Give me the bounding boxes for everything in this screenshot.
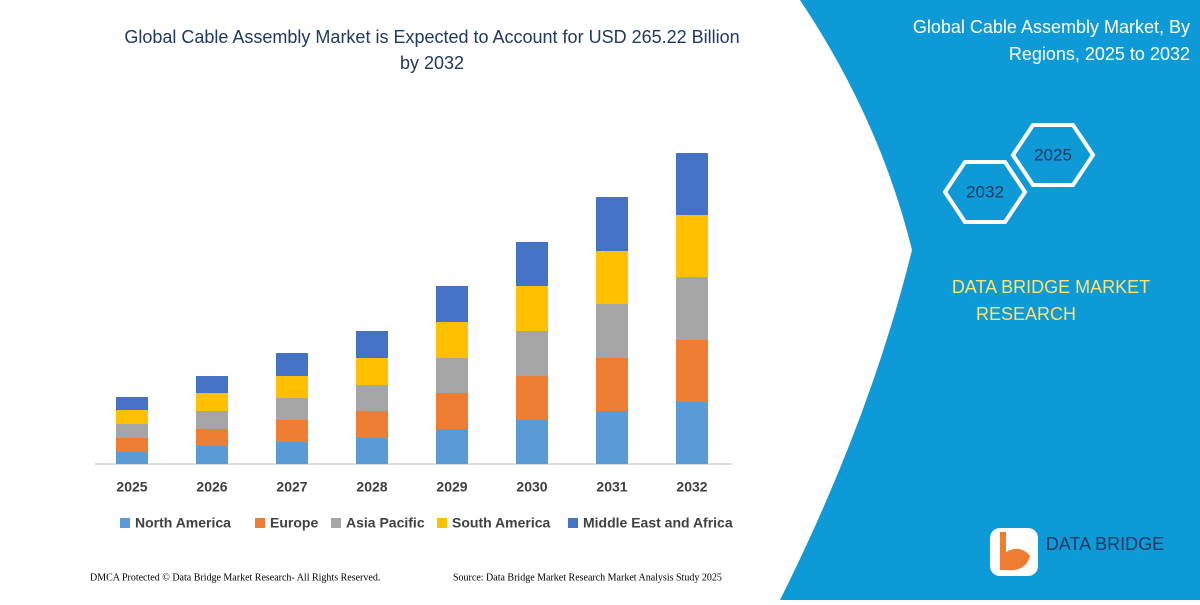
bar-segment <box>596 197 628 251</box>
bar-segment <box>516 286 548 331</box>
bar-segment <box>276 398 308 420</box>
legend-swatch <box>255 518 265 528</box>
bar-segment <box>676 215 708 277</box>
legend-label: Middle East and Africa <box>583 515 733 531</box>
panel-title: Global Cable Assembly Market, By <box>913 17 1190 37</box>
bar-segment <box>196 446 228 464</box>
bar-segment <box>276 353 308 376</box>
bar-segment <box>516 420 548 464</box>
bar-segment <box>116 452 148 464</box>
footer-note: DMCA Protected © Data Bridge Market Rese… <box>90 572 380 583</box>
x-tick-label: 2031 <box>596 479 627 495</box>
brand-text: RESEARCH <box>976 304 1076 324</box>
bar-segment <box>676 402 708 464</box>
bar-segment <box>516 242 548 286</box>
bar-segment <box>516 331 548 376</box>
bar-segment <box>596 411 628 464</box>
chart-title: Global Cable Assembly Market is Expected… <box>124 27 739 47</box>
x-tick-label: 2029 <box>436 479 467 495</box>
bar-segment <box>196 429 228 446</box>
x-tick-label: 2028 <box>356 479 387 495</box>
bar-segment <box>436 286 468 322</box>
bar-segment <box>356 385 388 411</box>
bar-segment <box>116 397 148 410</box>
legend-label: Asia Pacific <box>346 515 425 531</box>
bar-segment <box>596 251 628 304</box>
x-tick-label: 2032 <box>676 479 707 495</box>
chart-title: by 2032 <box>400 53 464 73</box>
bar-segment <box>276 420 308 442</box>
bar-segment <box>676 277 708 340</box>
legend-swatch <box>120 518 130 528</box>
legend-label: Europe <box>270 515 318 531</box>
bar-segment <box>276 442 308 464</box>
bar-segment <box>436 358 468 393</box>
bar-segment <box>276 376 308 398</box>
x-tick-label: 2026 <box>196 479 227 495</box>
logo-mark <box>1000 532 1030 571</box>
bar-segment <box>196 376 228 393</box>
footer-source: Source: Data Bridge Market Research Mark… <box>453 572 722 583</box>
hex-label: 2032 <box>966 182 1004 201</box>
bar-segment <box>676 340 708 402</box>
panel-title: Regions, 2025 to 2032 <box>1009 44 1190 64</box>
legend-swatch <box>568 518 578 528</box>
bar-segment <box>116 438 148 452</box>
bar-segment <box>356 438 388 464</box>
bar-segment <box>196 393 228 411</box>
bar-segment <box>116 424 148 438</box>
bar-segment <box>596 358 628 411</box>
right-panel <box>780 0 1200 600</box>
bar-segment <box>356 331 388 358</box>
hexagon <box>1010 123 1096 187</box>
bar-segment <box>676 153 708 215</box>
legend-label: South America <box>452 515 550 531</box>
legend-swatch <box>437 518 447 528</box>
hexagon <box>942 160 1028 224</box>
bar-segment <box>436 322 468 358</box>
bar-segment <box>596 304 628 358</box>
bar-segment <box>436 393 468 429</box>
x-tick-label: 2027 <box>276 479 307 495</box>
bar-segment <box>356 411 388 438</box>
legend-label: North America <box>135 515 231 531</box>
bar-segment <box>516 376 548 420</box>
logo-text: DATA BRIDGE <box>1046 534 1164 554</box>
legend-swatch <box>331 518 341 528</box>
x-tick-label: 2030 <box>516 479 547 495</box>
bar-segment <box>116 410 148 424</box>
hex-label: 2025 <box>1034 145 1072 164</box>
bar-segment <box>356 358 388 385</box>
x-tick-label: 2025 <box>116 479 147 495</box>
brand-text: DATA BRIDGE MARKET <box>952 277 1150 297</box>
bar-segment <box>196 411 228 429</box>
bar-segment <box>436 429 468 464</box>
